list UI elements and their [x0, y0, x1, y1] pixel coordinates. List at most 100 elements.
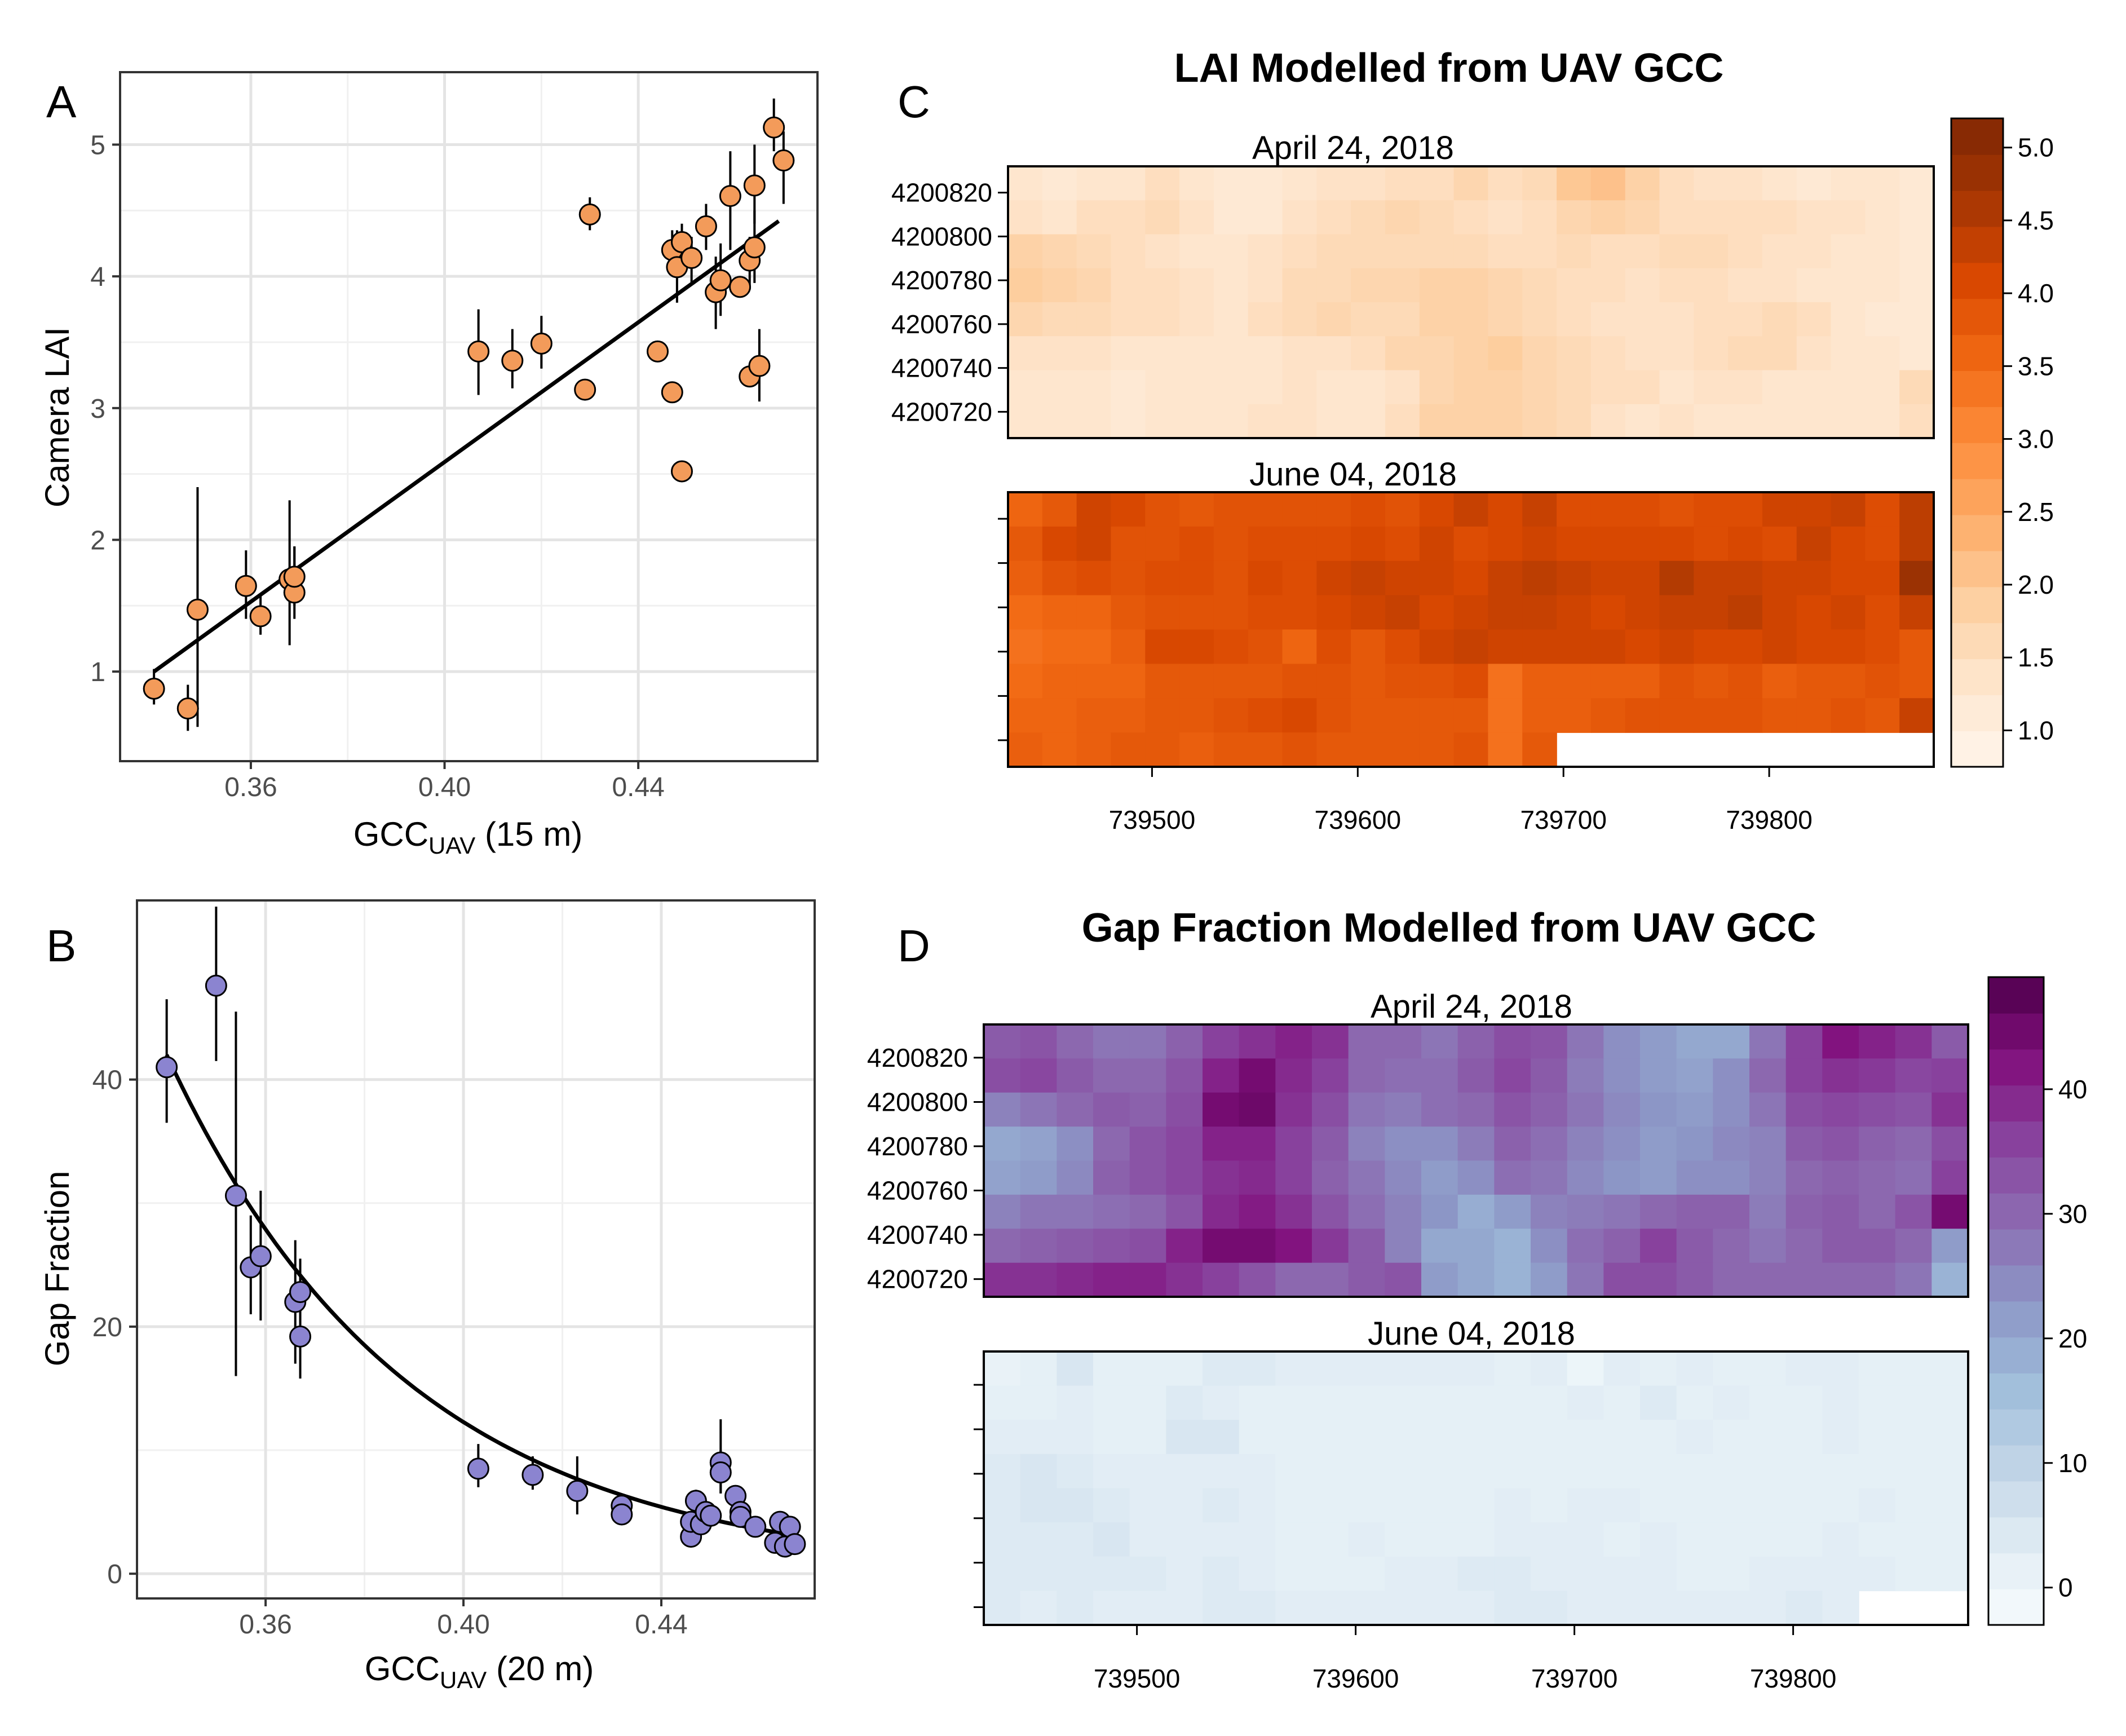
heatmap-cell: [984, 1160, 1021, 1195]
heatmap-cell: [1042, 302, 1077, 337]
heatmap-cell: [1694, 268, 1729, 303]
data-point: [670, 460, 693, 483]
data-point: [176, 697, 199, 720]
heatmap-cell: [1895, 1160, 1933, 1195]
heatmap-cell: [1640, 1351, 1677, 1386]
heatmap-cell: [1567, 1024, 1605, 1059]
heatmap-cell: [1282, 629, 1318, 665]
heatmap-cell: [984, 1351, 1021, 1386]
heatmap-cell: [1694, 166, 1729, 201]
heatmap-cell: [1351, 302, 1386, 337]
heatmap-cell: [1213, 492, 1249, 527]
heatmap-cell: [1213, 166, 1249, 201]
heatmap-cell: [1522, 336, 1557, 371]
heatmap-cell: [1796, 698, 1832, 733]
heatmap-cell: [1488, 404, 1523, 439]
heatmap-cell: [1419, 732, 1455, 767]
heatmap-cell: [1203, 1194, 1240, 1230]
heatmap-cell: [1676, 1385, 1714, 1421]
heatmap-cell: [1859, 1092, 1896, 1127]
data-point: [467, 340, 490, 363]
heatmap-cell: [1831, 370, 1866, 405]
heatmap-cell: [1488, 166, 1523, 201]
heatmap-cell: [1453, 404, 1489, 439]
heatmap-cell: [1453, 370, 1489, 405]
heatmap-cell: [1129, 1229, 1167, 1264]
heatmap-cell: [1166, 1522, 1203, 1557]
heatmap-cell: [984, 1556, 1021, 1592]
colorbar-swatch: [1951, 550, 2003, 587]
data-point: [680, 246, 703, 269]
heatmap-cell: [1282, 560, 1318, 596]
heatmap-cell: [1239, 1385, 1276, 1421]
colorbar-swatch: [1951, 622, 2003, 660]
heatmap-cell: [1166, 1454, 1203, 1489]
heatmap-cell: [1457, 1488, 1495, 1523]
heatmap-cell: [1625, 629, 1660, 665]
heatmap-cell: [1385, 1385, 1422, 1421]
heatmap-cell: [1557, 698, 1592, 733]
heatmap-cell: [1822, 1591, 1859, 1625]
data-point: [283, 566, 306, 588]
colorbar-swatch: [1951, 659, 2003, 696]
heatmap-cell: [1239, 1454, 1276, 1489]
heatmap-cell: [1590, 698, 1626, 733]
heatmap-cell: [1796, 404, 1832, 439]
heatmap-cell: [1203, 1420, 1240, 1455]
heatmap-cell: [1248, 629, 1283, 665]
heatmap-cell: [1457, 1556, 1495, 1592]
heatmap-cell: [1557, 492, 1592, 527]
heatmap-cell: [1348, 1488, 1386, 1523]
heatmap-cell: [1831, 664, 1866, 699]
heatmap-cell: [1111, 629, 1146, 665]
heatmap-cell: [1385, 1351, 1422, 1386]
heatmap-cell: [1275, 1522, 1312, 1557]
heatmap-cell: [1351, 595, 1386, 630]
heatmap-cell: [1093, 1488, 1130, 1523]
heatmap-cell: [1145, 664, 1180, 699]
heatmap-cell: [1203, 1556, 1240, 1592]
heatmap-cell: [1203, 1385, 1240, 1421]
data-point: [743, 236, 766, 259]
heatmap-cell: [1895, 1385, 1933, 1421]
heatmap-cell: [1728, 166, 1763, 201]
heatmap-cell: [1457, 1127, 1495, 1161]
heatmap-cell: [1093, 1092, 1130, 1127]
heatmap-cell: [1166, 1194, 1203, 1230]
y-tick-label: 5: [90, 131, 105, 161]
heatmap-cell: [1895, 1522, 1933, 1557]
heatmap-cell: [984, 1024, 1021, 1059]
heatmap-cell: [1020, 1591, 1058, 1625]
heatmap-cell: [1316, 404, 1351, 439]
y-tick-label: 20: [92, 1313, 122, 1342]
heatmap-cell: [1785, 1229, 1823, 1264]
colorbar-swatch: [1951, 478, 2003, 515]
heatmap-cell: [1728, 302, 1763, 337]
heatmap-cell: [1008, 166, 1043, 201]
heatmap-cell: [1749, 1556, 1787, 1592]
heatmap-cell: [1831, 492, 1866, 527]
heatmap-cell: [1762, 595, 1797, 630]
heatmap-cell: [1421, 1351, 1458, 1386]
heatmap-cell: [1522, 492, 1557, 527]
heatmap-cell: [1020, 1420, 1058, 1455]
heatmap-cell: [1282, 336, 1318, 371]
heatmap-cell: [1865, 404, 1900, 439]
heatmap-cell: [1796, 595, 1832, 630]
heatmap-cell: [1213, 336, 1249, 371]
heatmap-cell: [1166, 1591, 1203, 1625]
x-tick-label: 739800: [1726, 805, 1813, 834]
heatmap-cell: [1312, 1556, 1349, 1592]
heatmap-cell: [1008, 268, 1043, 303]
heatmap-cell: [1762, 664, 1797, 699]
heatmap-cell: [1145, 526, 1180, 562]
heatmap-cell: [1640, 1556, 1677, 1592]
heatmap-cell: [1419, 166, 1455, 201]
heatmap-cell: [1385, 1556, 1422, 1592]
heatmap-cell: [1557, 595, 1592, 630]
colorbar-swatch: [1951, 190, 2003, 227]
heatmap-cell: [1282, 664, 1318, 699]
heatmap-cell: [1111, 664, 1146, 699]
heatmap-cell: [1213, 629, 1249, 665]
heatmap-cell: [984, 1488, 1021, 1523]
